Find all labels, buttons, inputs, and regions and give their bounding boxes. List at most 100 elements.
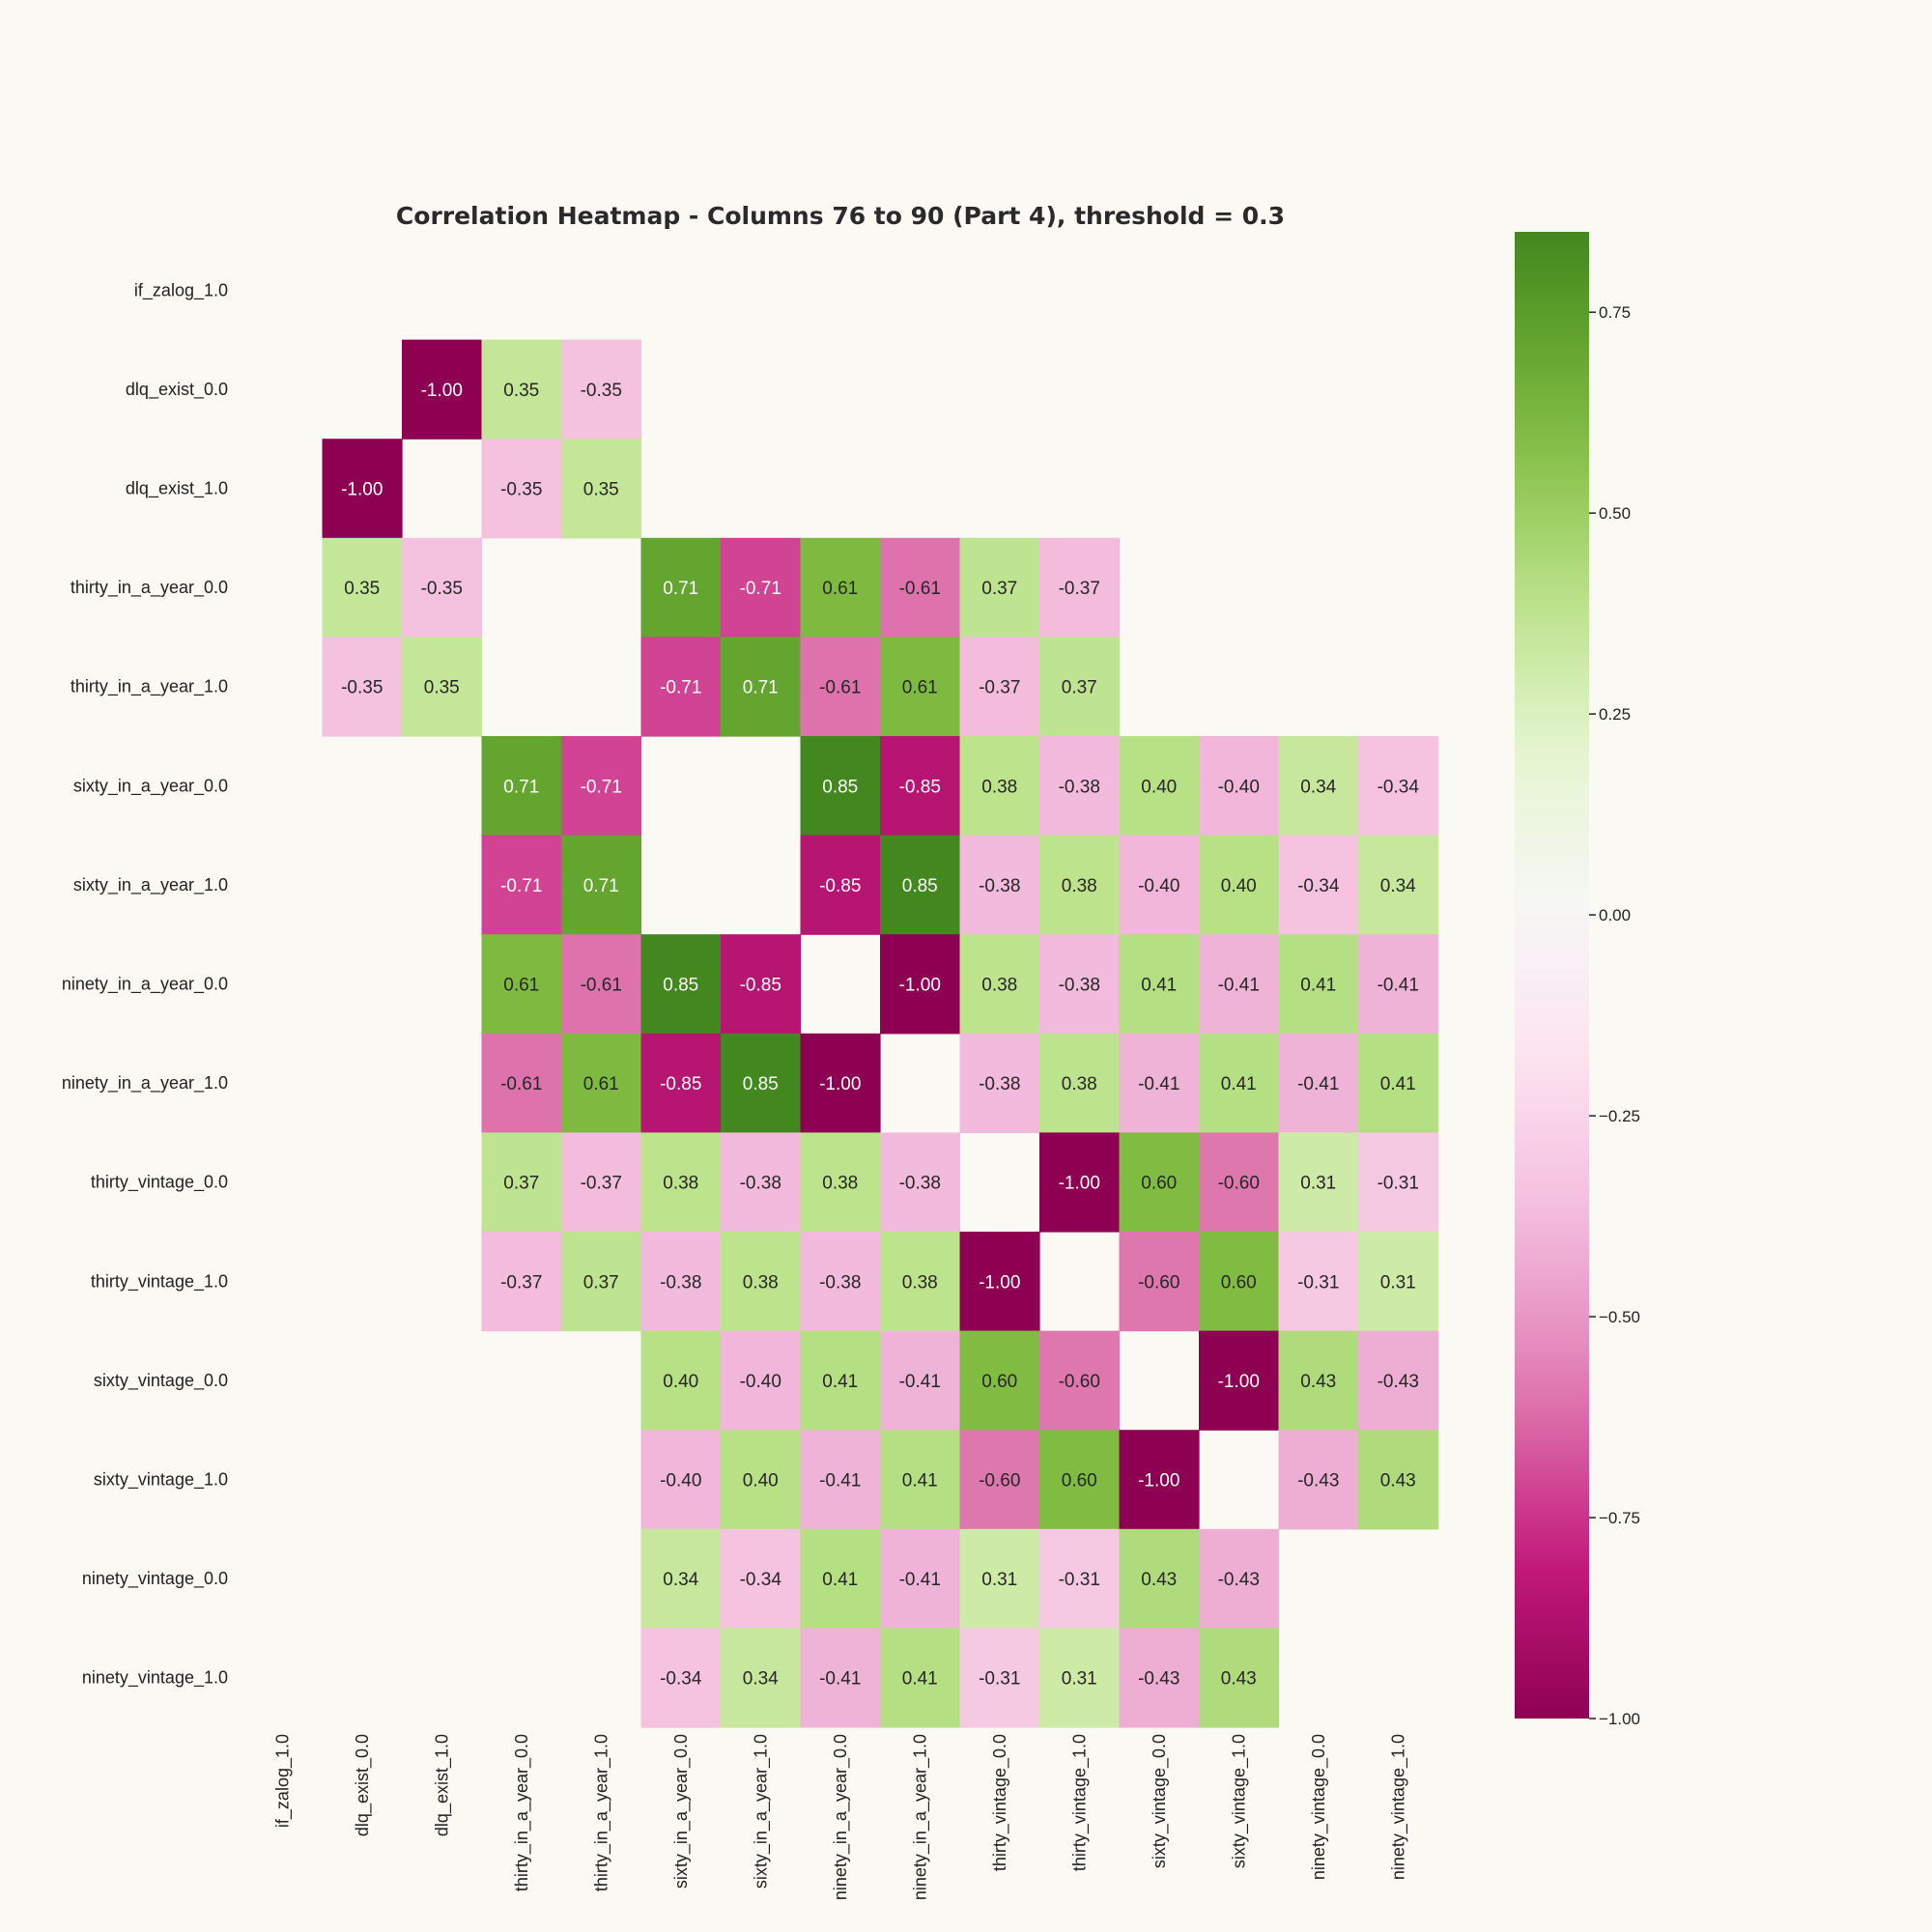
- heatmap-cell: [800, 835, 881, 935]
- cell-value-label: -0.61: [500, 1074, 542, 1094]
- cell-value-label: 0.71: [583, 876, 619, 896]
- cell-value-label: -0.41: [899, 1372, 941, 1392]
- heatmap-cell: [1119, 934, 1200, 1035]
- heatmap-cell: [1039, 637, 1121, 737]
- cell-value-label: -0.41: [1297, 1074, 1339, 1094]
- row-tick-label: thirty_in_a_year_1.0: [71, 677, 228, 697]
- cell-value-label: 0.35: [424, 678, 460, 698]
- heatmap-cell: [959, 736, 1040, 837]
- heatmap-cell: [561, 1232, 642, 1332]
- cell-value-label: 0.35: [344, 579, 380, 599]
- heatmap-cell: [1119, 1528, 1200, 1629]
- heatmap-cell: [880, 637, 961, 737]
- heatmap-cell: [1199, 1033, 1280, 1133]
- heatmap-cell: [1039, 736, 1121, 837]
- cell-value-label: -1.00: [341, 480, 383, 500]
- colorbar-gradient: [1515, 232, 1589, 1719]
- column-tick-labels: if_zalog_1.0 dlq_exist_0.0 dlq_exist_1.0 th…: [272, 1734, 1408, 1900]
- cell-value-label: 0.61: [503, 976, 539, 996]
- heatmap-cell: [880, 1330, 961, 1431]
- cell-value-label: 0.34: [663, 1570, 698, 1590]
- heatmap-cell: [1119, 1033, 1200, 1133]
- heatmap-cell: [640, 1528, 722, 1629]
- heatmap-cell: [640, 934, 722, 1035]
- cell-value-label: 0.60: [1141, 1174, 1177, 1194]
- heatmap-cell: [561, 934, 642, 1035]
- heatmap-cell: [1119, 1628, 1200, 1728]
- heatmap-cell: [1278, 1330, 1359, 1431]
- cell-value-label: 0.40: [743, 1471, 779, 1492]
- cell-value-label: -0.37: [500, 1272, 542, 1293]
- heatmap-cell: [800, 1132, 881, 1233]
- row-tick-label: sixty_vintage_0.0: [94, 1371, 228, 1391]
- cell-value-label: -0.31: [1297, 1272, 1339, 1293]
- cell-value-label: 0.40: [1221, 876, 1257, 896]
- heatmap-cell: [1199, 934, 1280, 1035]
- cell-value-label: 0.37: [1062, 678, 1097, 698]
- heatmap-cell: [1199, 1628, 1280, 1728]
- row-tick-label: ninety_in_a_year_0.0: [62, 975, 228, 995]
- heatmap-cell: [1199, 1330, 1280, 1431]
- cell-value-label: -0.41: [1218, 976, 1260, 996]
- heatmap-cell: [1119, 1430, 1200, 1530]
- cell-value-label: -0.43: [1138, 1669, 1179, 1690]
- heatmap-cell: [1278, 1132, 1359, 1233]
- cell-value-label: 0.31: [1380, 1272, 1416, 1293]
- cell-value-label: -0.38: [979, 1074, 1020, 1094]
- heatmap-cell: [959, 537, 1040, 638]
- heatmap-cell: [721, 1330, 802, 1431]
- cell-value-label: -0.61: [581, 976, 622, 996]
- heatmap-cell: [1039, 537, 1121, 638]
- heatmap-cell: [640, 1430, 722, 1530]
- row-tick-label: dlq_exist_0.0: [126, 380, 228, 400]
- cell-value-label: -0.60: [979, 1471, 1020, 1492]
- colorbar-tick-label: 0.75: [1599, 303, 1631, 322]
- heatmap-cell: [322, 537, 403, 638]
- colorbar-tick-label: 0.50: [1599, 504, 1631, 523]
- heatmap-cell: [1039, 1528, 1121, 1629]
- heatmap-cell: [1119, 736, 1200, 837]
- heatmap-cells: -1.00 0.35 -0.35 -1.00 -0.35 0.35 0.35 -0.35 0.7…: [322, 339, 1439, 1728]
- heatmap-cell: [640, 637, 722, 737]
- heatmap-cell: [481, 1232, 562, 1332]
- cell-value-label: 0.85: [663, 976, 698, 996]
- heatmap-cell: [1119, 1232, 1200, 1332]
- cell-value-label: -0.31: [979, 1669, 1020, 1690]
- cell-value-label: -0.34: [740, 1570, 782, 1590]
- cell-value-label: 0.37: [981, 579, 1017, 599]
- heatmap-cell: [402, 637, 483, 737]
- column-tick-label: thirty_in_a_year_0.0: [512, 1734, 532, 1891]
- heatmap-cell: [1358, 1132, 1439, 1233]
- cell-value-label: -0.43: [1218, 1570, 1260, 1590]
- heatmap-cell: [1119, 835, 1200, 935]
- heatmap-cell: [481, 1033, 562, 1133]
- cell-value-label: 0.37: [583, 1272, 619, 1293]
- row-tick-label: ninety_in_a_year_1.0: [62, 1073, 228, 1094]
- cell-value-label: -0.38: [660, 1272, 701, 1293]
- column-tick-label: sixty_vintage_1.0: [1229, 1734, 1249, 1868]
- cell-value-label: -0.85: [660, 1074, 701, 1094]
- cell-value-label: 0.43: [1221, 1669, 1257, 1690]
- heatmap-cell: [800, 637, 881, 737]
- cell-value-label: -1.00: [1218, 1372, 1260, 1392]
- cell-value-label: 0.41: [902, 1669, 938, 1690]
- heatmap-cell: [640, 537, 722, 638]
- heatmap-cell: [1358, 736, 1439, 837]
- heatmap-cell: [481, 736, 562, 837]
- heatmap-cell: [721, 1430, 802, 1530]
- cell-value-label: -0.60: [1059, 1372, 1100, 1392]
- cell-value-label: 0.38: [663, 1174, 698, 1194]
- heatmap-cell: [959, 1528, 1040, 1629]
- cell-value-label: -0.34: [1297, 876, 1340, 896]
- heatmap-cell: [481, 835, 562, 935]
- cell-value-label: 0.85: [902, 876, 938, 896]
- heatmap-cell: [561, 1033, 642, 1133]
- heatmap-cell: [1199, 1528, 1280, 1629]
- heatmap-cell: [1358, 1330, 1439, 1431]
- column-tick-label: thirty_vintage_1.0: [1069, 1734, 1090, 1871]
- column-tick-label: ninety_vintage_1.0: [1388, 1734, 1408, 1880]
- column-tick-label: dlq_exist_0.0: [353, 1734, 373, 1836]
- column-tick-label: dlq_exist_1.0: [432, 1734, 452, 1836]
- cell-value-label: -1.00: [899, 976, 941, 996]
- cell-value-label: 0.85: [822, 777, 858, 797]
